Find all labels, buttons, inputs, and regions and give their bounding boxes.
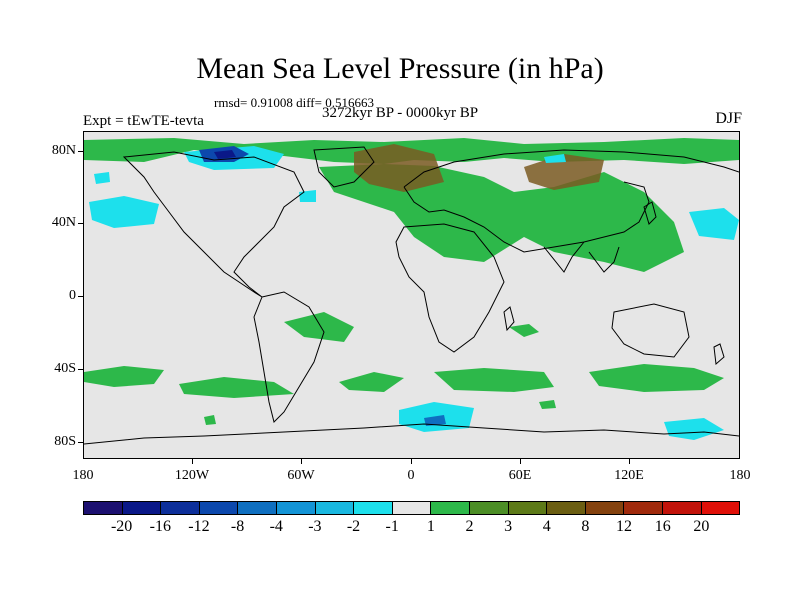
colorbar-swatch [354,502,393,514]
colorbar-label: 1 [426,518,435,535]
lon-label-120w: 120W [174,468,210,483]
colorbar-swatch [547,502,586,514]
season-label: DJF [715,110,742,127]
lon-label-120e: 120E [614,468,644,483]
colorbar-swatch [585,502,625,514]
lat-tick [78,442,83,443]
lat-label-80n: 80N [51,143,76,158]
lon-label-0: 0 [407,468,415,483]
colorbar-swatch [276,502,316,514]
period-text: 3272kyr BP - 0000kyr BP [322,105,479,121]
colorbar-label: 20 [693,518,710,535]
lon-label-180e: 180 [729,468,751,483]
experiment-label: Expt = tEwTE-tevta [83,113,204,129]
colorbar-label: -16 [149,518,171,535]
lat-tick [78,296,83,297]
coastlines [84,146,739,445]
colorbar-swatch [469,502,509,514]
map-title: Mean Sea Level Pressure (in hPa) [196,52,604,85]
colorbar-label: 12 [616,518,633,535]
colorbar-swatch [238,502,277,514]
lon-tick [301,459,302,464]
lat-label-40n: 40N [51,215,76,230]
colorbar-label: 2 [465,518,474,535]
anomaly-brown-zones [354,144,604,192]
stats-text: rmsd= 0.91008 diff= 0.516663 [214,95,374,110]
colorbar-swatch [199,502,239,514]
colorbar-swatch [508,502,548,514]
lat-label-0: 0 [69,288,76,303]
lon-label-60e: 60E [508,468,532,483]
anomaly-green-zones [84,138,739,425]
lat-tick [78,223,83,224]
colorbar-label: -12 [188,518,210,535]
colorbar-swatch [662,502,702,514]
lat-label-80s: 80S [54,434,76,449]
lat-tick [78,151,83,152]
colorbar-label: -20 [110,518,133,535]
colorbar-swatch [84,502,123,514]
colorbar-label: 16 [654,518,671,535]
colorbar-label: -8 [230,518,245,535]
lon-tick [629,459,630,464]
colorbar-label: 3 [504,518,513,535]
colorbar-swatch [122,502,162,514]
colorbar-label: 4 [542,518,551,535]
lon-label-180w: 180 [72,468,94,483]
lat-label-40s: 40S [54,361,76,376]
colorbar-label: -3 [308,518,322,535]
colorbar-swatch [161,502,200,514]
colorbar-swatch [701,502,740,514]
lon-tick [520,459,521,464]
lon-tick [411,459,412,464]
colorbar [83,501,740,515]
anomaly-cyan-zones [89,146,739,440]
colorbar-label: -1 [385,518,399,535]
colorbar-swatch [431,502,470,514]
lon-tick [192,459,193,464]
lon-label-60w: 60W [287,468,315,483]
map-panel [83,131,740,459]
colorbar-swatch [392,502,432,514]
colorbar-label: -4 [269,518,283,535]
lat-tick [78,369,83,370]
colorbar-label: -2 [346,518,361,535]
colorbar-label: 8 [581,518,590,535]
colorbar-swatch [624,502,663,514]
map-svg [84,138,739,445]
colorbar-swatch [315,502,355,514]
